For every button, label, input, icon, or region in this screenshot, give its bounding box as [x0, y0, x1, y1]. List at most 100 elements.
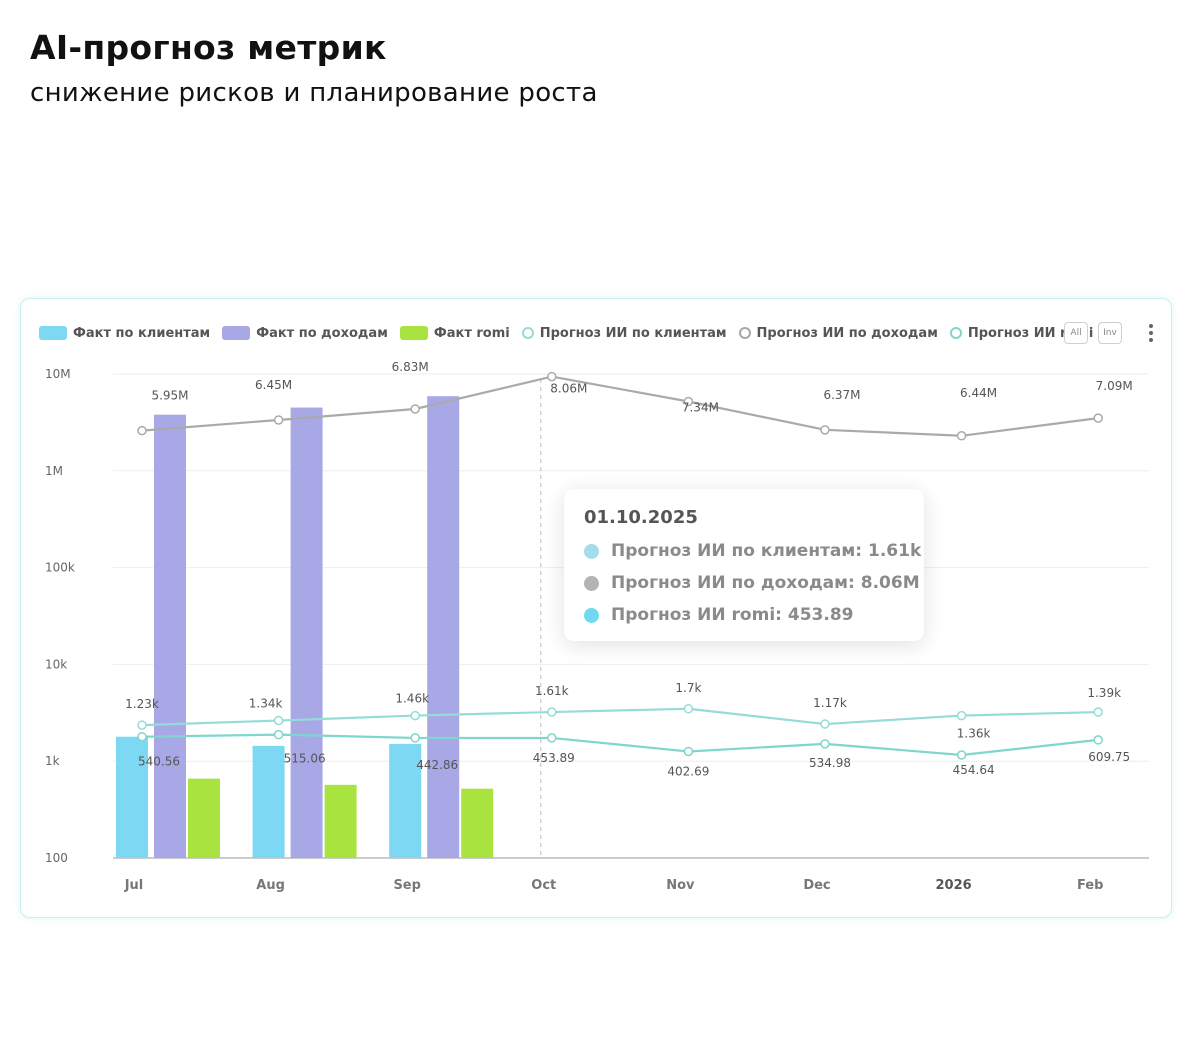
point-forecast-clients [137, 720, 147, 730]
x-tick-label: Jul [124, 878, 144, 893]
data-label-forecast-clients: 1.17k [813, 696, 847, 710]
data-label-forecast-revenue: 6.37M [823, 388, 860, 402]
line-forecast-revenue [141, 375, 1099, 437]
chart-legend: Факт по клиентам Факт по доходам Факт ro… [39, 321, 1093, 345]
data-label-forecast-clients: 1.23k [125, 697, 159, 711]
kebab-dot [1149, 324, 1153, 328]
x-tick-label: 2026 [936, 878, 972, 893]
point-forecast-romi [1093, 735, 1103, 745]
point-forecast-revenue [410, 404, 420, 414]
data-label-forecast-clients: 1.39k [1087, 686, 1121, 700]
data-label-forecast-romi: 442.86 [416, 758, 458, 772]
point-forecast-clients [410, 710, 420, 721]
data-label-forecast-clients: 1.46k [395, 692, 429, 706]
point-forecast-revenue [956, 431, 967, 441]
data-label-forecast-clients: 1.34k [249, 697, 283, 711]
data-label-forecast-revenue: 6.44M [960, 386, 997, 400]
bar-fact-clients [116, 736, 148, 858]
legend-swatch-fact-revenue [222, 326, 251, 340]
point-forecast-romi [956, 750, 967, 760]
point-forecast-revenue [1093, 413, 1103, 423]
line-forecast-clients [141, 707, 1099, 727]
data-label-forecast-clients: 1.61k [535, 684, 569, 698]
chart-tooltip: 01.10.2025 Прогноз ИИ по клиентам: 1.61k… [564, 489, 924, 641]
point-forecast-clients [820, 719, 830, 729]
point-forecast-revenue [820, 425, 830, 435]
tooltip-row-forecast-romi: Прогноз ИИ romi: 453.89 [584, 605, 853, 625]
data-label-forecast-revenue: 7.34M [682, 400, 719, 414]
page-title: AI-прогноз метрик [30, 28, 387, 67]
inv-button[interactable]: Inv [1098, 322, 1122, 344]
bar-fact-revenue [427, 396, 460, 858]
legend-label-forecast-romi: Прогноз ИИ romi [967, 325, 1094, 341]
point-forecast-romi [273, 729, 284, 740]
bar-fact-clients [252, 745, 285, 858]
legend-item-forecast-clients[interactable]: Прогноз ИИ по клиентам [521, 325, 727, 341]
point-forecast-romi [683, 746, 694, 757]
legend-label-fact-clients: Факт по клиентам [73, 325, 211, 341]
data-label-forecast-romi: 534.98 [809, 756, 851, 770]
x-tick-label: Feb [1077, 878, 1103, 893]
bar-fact-revenue [154, 414, 186, 858]
point-forecast-revenue [273, 415, 284, 425]
kebab-dot [1149, 338, 1153, 342]
data-label-forecast-romi: 453.89 [533, 751, 575, 765]
bar-fact-clients [389, 743, 422, 858]
legend-swatch-fact-clients [39, 326, 67, 340]
y-tick-label: 10k [45, 657, 67, 671]
legend-swatch-fact-romi [399, 326, 428, 340]
tooltip-dot [584, 543, 599, 559]
point-forecast-revenue [137, 425, 147, 436]
y-tick-label: 1k [45, 754, 60, 768]
data-label-forecast-romi: 454.64 [953, 763, 995, 777]
legend-item-fact-revenue[interactable]: Факт по доходам [222, 326, 388, 341]
point-forecast-revenue [683, 396, 694, 407]
data-label-forecast-romi: 609.75 [1088, 750, 1130, 764]
tooltip-row-forecast-revenue: Прогноз ИИ по доходам: 8.06M [584, 573, 920, 593]
point-forecast-clients [1093, 707, 1103, 717]
y-tick-label: 100k [45, 561, 75, 575]
line-forecast-romi [141, 733, 1099, 757]
legend-label-forecast-clients: Прогноз ИИ по клиентам [539, 325, 727, 341]
point-forecast-clients [956, 710, 967, 721]
point-forecast-revenue [547, 371, 557, 382]
x-tick-label: Oct [531, 878, 556, 893]
data-label-forecast-revenue: 6.45M [255, 378, 292, 392]
bar-fact-revenue [290, 407, 323, 858]
y-tick-label: 100 [45, 851, 68, 865]
y-tick-label: 1M [45, 464, 63, 478]
kebab-menu-icon[interactable] [1145, 321, 1157, 345]
data-label-forecast-clients: 1.7k [675, 681, 701, 695]
x-tick-label: Dec [803, 878, 830, 893]
data-label-forecast-clients: 1.36k [957, 727, 991, 741]
point-forecast-romi [410, 733, 420, 743]
page-subtitle: снижение рисков и планирование роста [30, 78, 598, 108]
data-label-forecast-revenue: 5.95M [151, 389, 188, 403]
point-forecast-clients [683, 704, 694, 714]
legend-item-fact-romi[interactable]: Факт romi [399, 325, 510, 341]
kebab-dot [1149, 331, 1153, 335]
chart-card: 100 1k 10k 100k 1M 10M Jul Aug Sep Oct Nov Dec 2026 F… [20, 298, 1172, 918]
legend-item-forecast-romi[interactable]: Прогноз ИИ romi [949, 325, 1094, 341]
y-tick-label: 10M [45, 367, 71, 381]
point-forecast-romi [820, 739, 830, 749]
all-button[interactable]: All [1064, 322, 1088, 344]
tooltip-date: 01.10.2025 [584, 507, 698, 528]
data-label-forecast-revenue: 7.09M [1096, 379, 1133, 393]
x-tick-label: Nov [666, 878, 695, 893]
bar-fact-romi [324, 784, 357, 858]
data-label-forecast-romi: 540.56 [138, 755, 180, 769]
legend-item-fact-clients[interactable]: Факт по клиентам [39, 326, 210, 341]
legend-ring-forecast-revenue [738, 327, 751, 339]
bar-fact-romi [188, 778, 220, 858]
legend-item-forecast-revenue[interactable]: Прогноз ИИ по доходам [738, 326, 938, 341]
data-label-forecast-romi: 515.06 [284, 752, 326, 766]
bar-fact-romi [461, 788, 494, 858]
legend-ring-forecast-clients [521, 327, 534, 339]
data-label-forecast-romi: 402.69 [667, 764, 709, 778]
legend-label-fact-romi: Факт romi [433, 325, 510, 341]
point-forecast-clients [273, 715, 284, 726]
tooltip-text: Прогноз ИИ по клиентам: 1.61k [611, 541, 922, 561]
tooltip-text: Прогноз ИИ по доходам: 8.06M [611, 573, 920, 593]
chart-svg: 100 1k 10k 100k 1M 10M Jul Aug Sep Oct Nov Dec 2026 F… [45, 360, 1149, 893]
